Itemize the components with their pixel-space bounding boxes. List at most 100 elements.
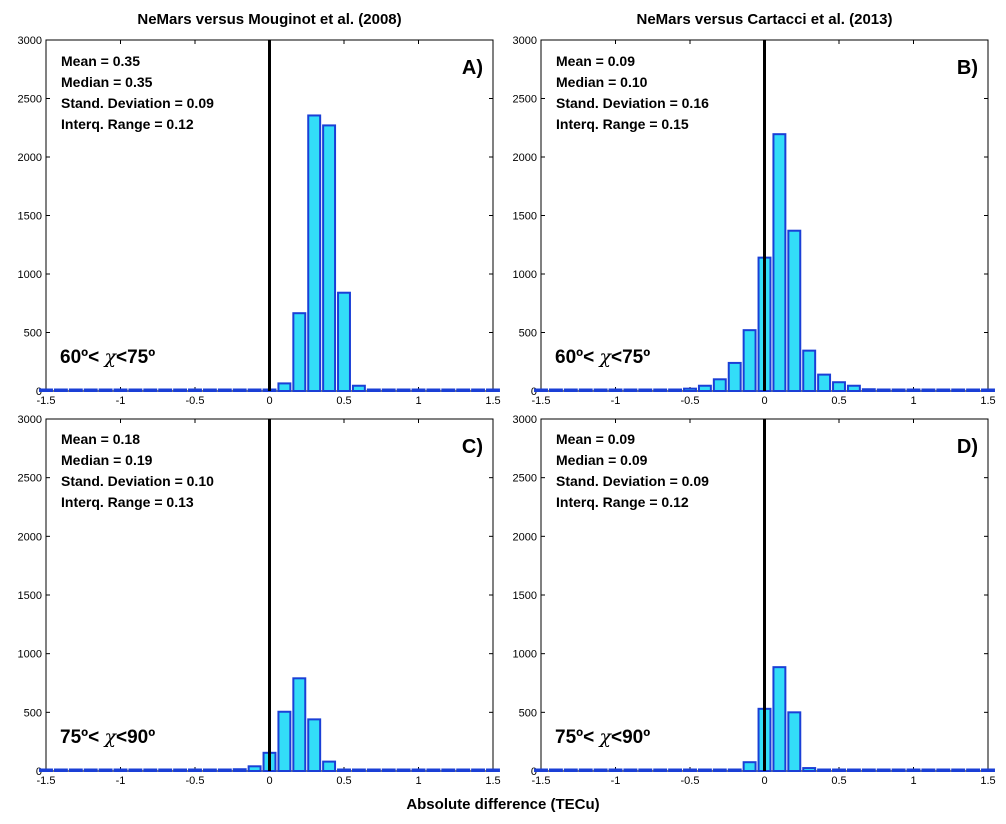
histogram-bar (653, 768, 668, 772)
histogram-bar (921, 388, 936, 392)
histogram-bar (861, 768, 876, 772)
histogram-bar (277, 710, 292, 772)
stat-line: Interq. Range = 0.12 (61, 116, 194, 132)
y-tick-label: 2500 (513, 473, 537, 485)
histogram-bar (697, 768, 712, 772)
histogram-bar (563, 768, 578, 772)
panel-1: 0 500 1000 1500 2000 2500 3000 -1.5 -1 -0.5 0 0.5 1 1… (18, 11, 501, 407)
y-tick-label: 1500 (18, 211, 42, 223)
histogram-bar (98, 388, 113, 392)
histogram-bar (891, 768, 906, 772)
histogram-bar (593, 768, 608, 772)
x-tick-label: -0.5 (681, 775, 700, 787)
stat-line: Interq. Range = 0.13 (61, 494, 194, 510)
histogram-bar (846, 768, 861, 772)
histogram-bar (351, 384, 366, 392)
histogram-bar (951, 388, 966, 392)
histogram-bar (322, 124, 337, 392)
angle-range-start: 60º< (555, 347, 599, 368)
angle-range-start: 60º< (60, 347, 104, 368)
x-tick-label: -1 (116, 775, 126, 787)
histogram-bar (563, 388, 578, 392)
histogram-bar (638, 768, 653, 772)
stat-line: Stand. Deviation = 0.16 (556, 95, 709, 111)
histogram-bar (247, 765, 262, 772)
histogram-bar (351, 768, 366, 772)
histogram-bar (608, 388, 623, 392)
histogram-bar (396, 768, 411, 772)
x-tick-label: -1.5 (532, 395, 551, 407)
x-tick-label: -1.5 (532, 775, 551, 787)
y-tick-label: 2500 (513, 94, 537, 106)
stat-line: Median = 0.35 (61, 74, 153, 90)
histogram-bar (173, 768, 188, 772)
histogram-bar (322, 760, 337, 773)
chi-symbol: χ (597, 346, 612, 368)
histogram-bar (534, 388, 548, 392)
x-tick-label: 0 (266, 395, 272, 407)
chi-symbol: χ (597, 726, 612, 748)
histogram-bar (366, 388, 381, 392)
histogram-bar (921, 768, 936, 772)
histogram-bar (742, 761, 757, 773)
histogram-bar (441, 768, 456, 772)
histogram-bar (802, 349, 817, 393)
histogram-bar (232, 388, 247, 392)
panel-title: NeMars versus Mouginot et al. (2008) (137, 11, 401, 28)
y-tick-label: 3000 (18, 414, 42, 426)
angle-range-end: <75º (611, 347, 650, 368)
histogram-bar (683, 387, 697, 393)
angle-range-label: 60º< χ<75º (60, 346, 155, 368)
histogram-bar (832, 768, 846, 772)
histogram-bar (981, 768, 995, 772)
x-tick-label: -0.5 (186, 395, 205, 407)
y-tick-label: 500 (519, 328, 537, 340)
histogram-bar (593, 388, 608, 392)
y-tick-label: 2000 (18, 531, 42, 543)
histogram-bar (277, 382, 292, 392)
histogram-bar (742, 329, 757, 393)
panel-3: 0 500 1000 1500 2000 2500 3000 -1.5 -1 -0.5 0 0.5 1 1… (18, 414, 501, 787)
y-tick-label: 500 (519, 707, 537, 719)
x-tick-label: 1 (415, 775, 421, 787)
x-tick-label: 0 (266, 775, 272, 787)
x-tick-label: 1.5 (980, 775, 995, 787)
panel-title: NeMars versus Cartacci et al. (2013) (637, 11, 893, 28)
x-tick-label: -0.5 (186, 775, 205, 787)
histogram-bar (456, 768, 471, 772)
histogram-bar (712, 378, 727, 392)
panel-letter: C) (462, 436, 483, 458)
x-tick-label: 0.5 (831, 395, 846, 407)
stat-line: Interq. Range = 0.12 (556, 494, 689, 510)
angle-range-start: 75º< (60, 727, 104, 748)
y-tick-label: 2500 (18, 473, 42, 485)
y-tick-label: 2000 (18, 152, 42, 164)
histogram-bar (534, 768, 548, 772)
histogram-bar (668, 768, 683, 772)
histogram-bar (307, 718, 322, 773)
histogram-bar (817, 373, 832, 392)
histogram-bar (173, 388, 188, 392)
histogram-bar (83, 768, 98, 772)
y-tick-label: 3000 (18, 35, 42, 47)
histogram-bar (623, 388, 638, 392)
histogram-bar (396, 388, 411, 392)
histogram-bar (876, 388, 891, 392)
histogram-bar (113, 768, 128, 772)
stat-line: Mean = 0.09 (556, 53, 635, 69)
angle-range-label: 75º< χ<90º (555, 726, 650, 748)
histogram-bar (366, 768, 381, 772)
histogram-bar (906, 768, 921, 772)
histogram-bar (578, 388, 593, 392)
histogram-bar (68, 388, 83, 392)
y-tick-label: 1000 (18, 269, 42, 281)
histogram-bar (548, 768, 563, 772)
histogram-bar (966, 768, 981, 772)
histogram-bar (951, 768, 966, 772)
histogram-bar (668, 388, 683, 392)
y-tick-label: 0 (531, 386, 537, 398)
y-tick-label: 0 (531, 766, 537, 778)
panel-letter: B) (957, 57, 978, 79)
